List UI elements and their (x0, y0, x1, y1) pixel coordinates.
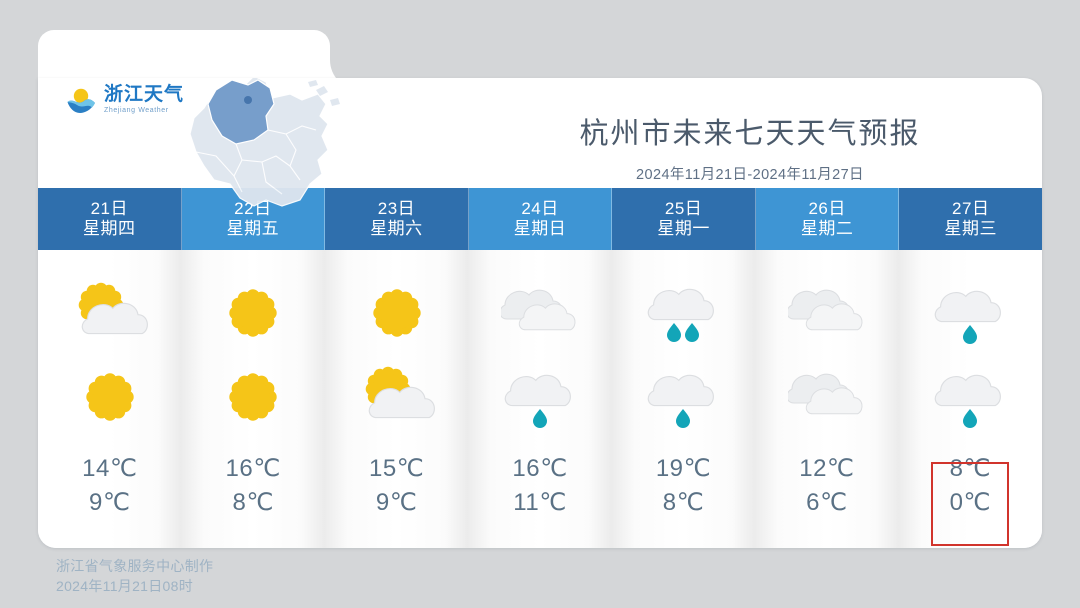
temp-high: 8℃ (949, 455, 991, 482)
day-date: 26日 (808, 198, 846, 218)
temp-low: 6℃ (806, 489, 848, 517)
light-rain-icon (501, 356, 579, 440)
day-date: 24日 (521, 198, 559, 218)
sunny-icon (71, 356, 149, 440)
temp-low: 8℃ (232, 489, 274, 517)
temperature-block: 15℃ 9℃ (369, 452, 424, 520)
forecast-column[interactable]: 12℃ 6℃ (755, 250, 899, 548)
day-weekday: 星期五 (226, 219, 280, 238)
temp-high: 19℃ (655, 455, 711, 482)
light-rain-icon (931, 272, 1009, 356)
temperature-block: 16℃ 8℃ (226, 452, 281, 520)
overcast-icon (787, 272, 866, 356)
temp-low: 9℃ (375, 489, 418, 517)
forecast-column[interactable]: 19℃ 8℃ (611, 250, 756, 548)
title-block: 杭州市未来七天天气预报 2024年11月21日-2024年11月27日 (458, 110, 1042, 184)
day-header-cell[interactable]: 27日 星期三 (899, 188, 1042, 250)
day-weekday: 星期三 (944, 219, 997, 238)
brand-text: 浙江天气 Zhejiang Weather (104, 85, 184, 114)
footer-line-2: 2024年11月21日08时 (56, 578, 194, 595)
forecast-grid: 14℃ 9℃ 16℃ 8℃ 15℃ 9℃ (38, 250, 1042, 548)
temp-low: 8℃ (662, 489, 705, 517)
page-title: 杭州市未来七天天气预报 (579, 118, 921, 150)
forecast-column[interactable]: 16℃ 8℃ (181, 250, 325, 548)
temperature-block: 19℃ 8℃ (656, 452, 711, 520)
overcast-icon (787, 356, 866, 440)
day-weekday: 星期一 (657, 219, 710, 238)
sun-wave-logo-icon (64, 84, 98, 114)
day-header-cell[interactable]: 26日 星期二 (755, 188, 900, 250)
day-date: 23日 (377, 198, 416, 218)
day-header-cell[interactable]: 24日 星期日 (468, 188, 613, 250)
temperature-block: 16℃ 11℃ (512, 452, 567, 520)
day-date: 27日 (952, 198, 990, 218)
temperature-block: 8℃ 0℃ (950, 452, 991, 520)
temp-high: 14℃ (82, 455, 138, 482)
footer-line-1: 浙江省气象服务中心制作 (56, 558, 214, 574)
day-date: 21日 (90, 198, 128, 218)
card-body: 浙江天气 Zhejiang Weather (38, 78, 1042, 548)
forecast-column[interactable]: 16℃ 11℃ (468, 250, 612, 548)
zhejiang-province-map (150, 78, 350, 212)
sunny-icon (214, 356, 292, 440)
temp-high: 12℃ (799, 455, 855, 482)
temp-low: 0℃ (949, 489, 991, 517)
day-weekday: 星期六 (370, 219, 423, 238)
day-weekday: 星期二 (800, 219, 854, 238)
sunny-icon (358, 272, 436, 356)
footer-credit: 浙江省气象服务中心制作 2024年11月21日08时 (56, 556, 213, 597)
brand-logo: 浙江天气 Zhejiang Weather (64, 84, 184, 114)
day-date: 22日 (234, 198, 272, 218)
day-date: 25日 (664, 198, 703, 218)
light-rain-icon (644, 356, 722, 440)
temp-high: 16℃ (225, 455, 281, 482)
temp-low: 9℃ (89, 489, 131, 517)
forecast-column[interactable]: 14℃ 9℃ (38, 250, 182, 548)
partly-cloudy-icon (358, 356, 436, 440)
day-header-cell[interactable]: 21日 星期四 (38, 188, 182, 250)
sunny-icon (214, 272, 292, 356)
forecast-column[interactable]: 15℃ 9℃ (324, 250, 469, 548)
temp-high: 15℃ (368, 455, 425, 482)
date-range: 2024年11月21日-2024年11月27日 (636, 167, 864, 183)
temperature-block: 12℃ 6℃ (799, 452, 854, 520)
brand-name-cn: 浙江天气 (104, 83, 185, 105)
card-header: 浙江天气 Zhejiang Weather (38, 78, 1042, 207)
temp-high: 16℃ (512, 455, 568, 482)
light-rain-icon (931, 356, 1009, 440)
temperature-block: 14℃ 9℃ (82, 452, 137, 520)
day-weekday: 星期日 (513, 219, 567, 238)
day-weekday: 星期四 (83, 219, 136, 238)
partly-cloudy-icon (71, 272, 149, 356)
forecast-card: 浙江天气 Zhejiang Weather (38, 30, 1042, 548)
day-header-cell[interactable]: 23日 星期六 (325, 188, 469, 250)
day-header-cell[interactable]: 25日 星期一 (612, 188, 756, 250)
brand-name-en: Zhejiang Weather (104, 106, 169, 114)
rain-icon (644, 272, 722, 356)
overcast-icon (500, 272, 579, 356)
forecast-column[interactable]: 8℃ 0℃ (898, 250, 1042, 548)
temp-low: 11℃ (513, 489, 567, 517)
